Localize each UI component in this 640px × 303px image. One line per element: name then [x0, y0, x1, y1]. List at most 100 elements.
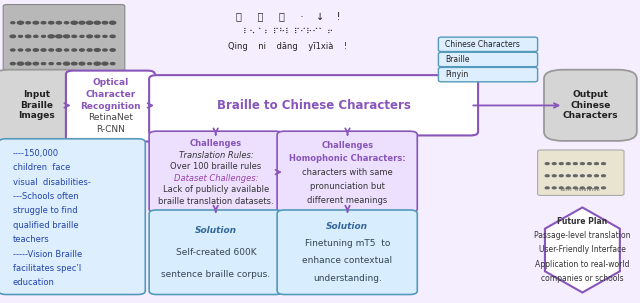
Text: Output
Chinese
Characters: Output Chinese Characters — [563, 90, 618, 120]
Circle shape — [49, 63, 53, 65]
Text: Application to real-world: Application to real-world — [535, 260, 630, 268]
Circle shape — [102, 22, 108, 24]
Circle shape — [580, 175, 584, 177]
Circle shape — [602, 175, 605, 177]
Circle shape — [566, 175, 570, 177]
Circle shape — [65, 22, 68, 24]
Text: RetinaNet: RetinaNet — [88, 113, 133, 122]
Circle shape — [103, 49, 107, 51]
Circle shape — [103, 35, 107, 37]
FancyBboxPatch shape — [149, 210, 283, 295]
FancyBboxPatch shape — [277, 131, 417, 213]
Circle shape — [109, 21, 116, 24]
Circle shape — [87, 49, 92, 51]
Circle shape — [26, 35, 31, 38]
Circle shape — [110, 35, 115, 38]
Text: Braille to Chinese Characters: Braille to Chinese Characters — [217, 99, 410, 112]
Circle shape — [559, 175, 563, 177]
Circle shape — [552, 175, 556, 177]
Circle shape — [11, 49, 15, 51]
Text: Translation Rules:: Translation Rules: — [179, 151, 253, 160]
Circle shape — [79, 21, 85, 24]
Text: User-Friendly Interface: User-Friendly Interface — [539, 245, 626, 255]
Circle shape — [17, 21, 24, 24]
Circle shape — [88, 63, 92, 65]
Text: different meanings: different meanings — [307, 196, 387, 205]
Circle shape — [559, 163, 563, 165]
Text: Solution: Solution — [195, 226, 237, 235]
Circle shape — [573, 175, 577, 177]
Text: qualified braille: qualified braille — [13, 221, 79, 230]
Circle shape — [580, 187, 584, 189]
Circle shape — [110, 49, 115, 51]
Text: brrrr  mmmmm: brrrr mmmmm — [561, 187, 600, 192]
Text: braille translation datasets.: braille translation datasets. — [158, 197, 274, 206]
Circle shape — [602, 163, 605, 165]
Circle shape — [41, 22, 46, 24]
Text: Solution: Solution — [326, 222, 368, 231]
Circle shape — [42, 35, 45, 37]
Circle shape — [63, 62, 70, 65]
Text: Self-created 600K: Self-created 600K — [176, 248, 256, 257]
Circle shape — [56, 22, 61, 24]
Circle shape — [95, 35, 100, 38]
Text: Recognition: Recognition — [80, 102, 141, 111]
FancyBboxPatch shape — [0, 70, 83, 141]
Text: ⠇⠢ ⠁⠆ ⠏⠓⠇ ⠏⠊⠗⠊⠁ ⠖: ⠇⠢ ⠁⠆ ⠏⠓⠇ ⠏⠊⠗⠊⠁ ⠖ — [243, 27, 333, 36]
Text: Challenges: Challenges — [190, 139, 242, 148]
Text: ---Schools often: ---Schools often — [13, 192, 79, 201]
FancyBboxPatch shape — [0, 139, 145, 295]
Circle shape — [42, 63, 45, 65]
Text: Passage-level translation: Passage-level translation — [534, 231, 630, 240]
Circle shape — [573, 187, 577, 189]
Circle shape — [41, 49, 46, 51]
Circle shape — [48, 35, 54, 38]
Circle shape — [33, 22, 38, 24]
Circle shape — [26, 22, 31, 24]
Circle shape — [545, 163, 549, 165]
Text: understanding.: understanding. — [313, 274, 381, 282]
Text: children  face: children face — [13, 163, 70, 172]
FancyBboxPatch shape — [3, 5, 125, 74]
Text: Challenges: Challenges — [321, 141, 373, 150]
Text: education: education — [13, 278, 54, 288]
FancyBboxPatch shape — [538, 150, 624, 195]
Circle shape — [552, 187, 556, 189]
FancyBboxPatch shape — [66, 71, 155, 142]
Circle shape — [10, 35, 15, 38]
Circle shape — [56, 35, 62, 38]
Circle shape — [87, 35, 92, 38]
Circle shape — [79, 49, 84, 51]
Circle shape — [57, 63, 61, 65]
Text: R-CNN: R-CNN — [96, 125, 125, 134]
Circle shape — [595, 163, 598, 165]
FancyBboxPatch shape — [544, 70, 637, 141]
Circle shape — [595, 175, 598, 177]
FancyBboxPatch shape — [149, 75, 478, 135]
Circle shape — [49, 49, 54, 51]
Circle shape — [588, 163, 591, 165]
Circle shape — [11, 22, 15, 24]
Circle shape — [26, 49, 31, 51]
Circle shape — [63, 35, 70, 38]
Text: Pinyin: Pinyin — [445, 70, 468, 79]
Text: Qing    ni    dāng    yī1xià    !: Qing ni dāng yī1xià ! — [228, 42, 348, 52]
FancyBboxPatch shape — [438, 68, 538, 82]
Circle shape — [56, 49, 61, 51]
Circle shape — [588, 187, 591, 189]
Text: Character: Character — [85, 90, 136, 99]
Circle shape — [580, 163, 584, 165]
FancyBboxPatch shape — [438, 37, 538, 52]
Text: struggle to find: struggle to find — [13, 206, 77, 215]
FancyBboxPatch shape — [277, 210, 417, 295]
Circle shape — [19, 49, 22, 51]
Text: Future Plan: Future Plan — [557, 217, 607, 226]
Text: sentence braille corpus.: sentence braille corpus. — [161, 270, 271, 279]
Circle shape — [573, 163, 577, 165]
Text: teachers: teachers — [13, 235, 49, 244]
Text: Optical: Optical — [92, 78, 129, 87]
Circle shape — [49, 22, 54, 24]
FancyBboxPatch shape — [149, 131, 283, 213]
Text: companies or schools: companies or schools — [541, 274, 624, 283]
Text: Braille: Braille — [445, 55, 469, 64]
